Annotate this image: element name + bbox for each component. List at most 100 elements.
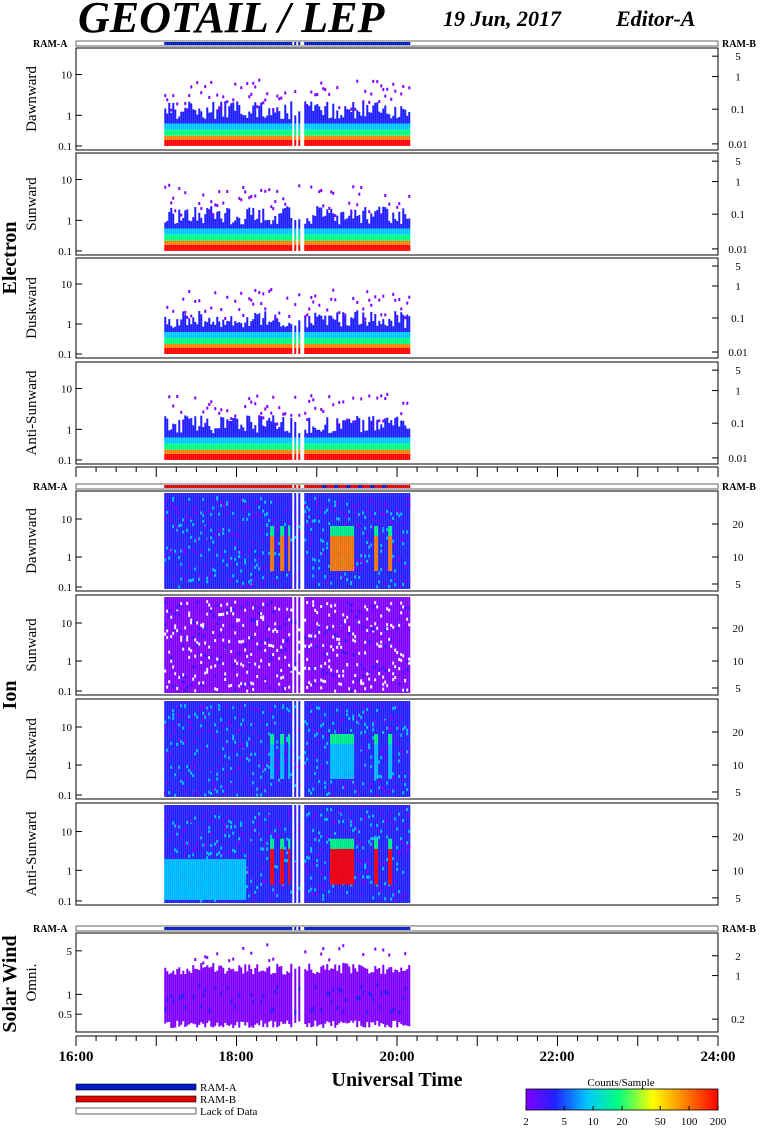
- spectrogram-cell: [242, 123, 245, 130]
- ram-bar-segment: [268, 42, 271, 45]
- spectrogram-cell: [322, 129, 325, 136]
- spectrogram-cell: [344, 348, 347, 354]
- spectrogram-cell: [184, 597, 187, 693]
- spectrogram-cell: [312, 110, 315, 124]
- spectrogram-cell: [218, 535, 221, 539]
- spectrogram-cell: [316, 129, 319, 136]
- spectrogram-cell: [334, 319, 337, 332]
- spectrogram-cell: [198, 577, 201, 581]
- spectrogram-cell: [376, 348, 379, 354]
- spectrogram-cell: [186, 348, 189, 354]
- spectrogram-cell: [188, 655, 191, 659]
- spectrogram-cell: [356, 110, 359, 124]
- spectrogram-cell: [226, 244, 229, 251]
- spectrogram-cell: [232, 344, 235, 348]
- spectrogram-cell: [398, 297, 401, 301]
- spectrogram-cell: [324, 106, 327, 124]
- spectrogram-cell: [306, 757, 309, 761]
- y2-tick-label: 5: [735, 156, 741, 168]
- spectrogram-cell: [272, 610, 275, 614]
- spectrogram-cell: [186, 228, 189, 235]
- spectrogram-cell: [324, 344, 327, 348]
- spectrogram-cell: [398, 348, 401, 354]
- spectrogram-cell: [346, 129, 349, 136]
- spectrogram-cell: [344, 313, 347, 317]
- spectrogram-cell: [388, 728, 391, 732]
- spectrogram-cell: [312, 332, 315, 338]
- spectrogram-cell: [216, 688, 219, 692]
- spectrogram-cell: [268, 139, 271, 146]
- spectrogram-cell: [326, 344, 329, 348]
- spectrogram-cell: [174, 773, 177, 777]
- spectrogram-cell: [382, 453, 385, 460]
- spectrogram-cell: [382, 88, 385, 92]
- spectrogram-cell: [400, 139, 403, 146]
- spectrogram-cell: [338, 244, 341, 251]
- spectrogram-cell: [166, 453, 169, 460]
- spectrogram-cell: [264, 98, 267, 102]
- spectrogram-cell: [352, 135, 355, 140]
- ram-bar-segment: [304, 485, 307, 488]
- spectrogram-cell: [276, 428, 279, 438]
- spectrogram-cell: [266, 443, 269, 450]
- spectrogram-cell: [272, 234, 275, 241]
- spectrogram-cell: [244, 332, 247, 338]
- spectrogram-cell: [362, 101, 365, 124]
- spectrogram-cell: [210, 123, 213, 130]
- spectrogram-cell: [256, 135, 259, 140]
- spectrogram-cell: [316, 706, 319, 710]
- spectrogram-cell: [378, 443, 381, 450]
- spectrogram-cell: [282, 417, 285, 438]
- y-tick-label: 1: [67, 760, 73, 772]
- spectrogram-cell: [358, 493, 361, 589]
- spectrogram-cell: [198, 574, 201, 578]
- spectrogram-cell: [290, 437, 293, 444]
- spectrogram-cell: [186, 443, 189, 450]
- spectrogram-cell: [212, 631, 215, 635]
- spectrogram-cell: [256, 338, 259, 344]
- spectrogram-cell: [298, 433, 301, 438]
- spectrogram-cell: [348, 632, 351, 636]
- spectrogram-cell: [320, 244, 323, 251]
- spectrogram-cell: [396, 726, 399, 730]
- spectrogram-cell: [212, 348, 215, 354]
- spectrogram-cell: [350, 422, 353, 438]
- ram-bar-segment: [242, 42, 245, 45]
- spectrogram-cell: [294, 510, 297, 514]
- spectrogram-cell: [170, 207, 173, 229]
- spectrogram-cell: [298, 671, 301, 675]
- spectrogram-cell: [384, 348, 387, 354]
- spectrogram-cell: [290, 608, 293, 612]
- spectrogram-cell: [200, 859, 203, 900]
- spectrogram-cell: [238, 766, 241, 770]
- spectrogram-cell: [198, 437, 201, 444]
- spectrogram-cell: [356, 234, 359, 241]
- spectrogram-cell: [294, 135, 297, 140]
- spectrogram-cell: [368, 338, 371, 344]
- spectrogram-cell: [200, 91, 203, 95]
- spectrogram-cell: [190, 621, 193, 625]
- spectrogram-cell: [286, 443, 289, 450]
- spectrogram-cell: [320, 315, 323, 332]
- spectrogram-cell: [318, 348, 321, 354]
- spectrogram-cell: [286, 344, 289, 348]
- spectrogram-cell: [200, 836, 203, 840]
- spectrogram-cell: [238, 743, 241, 747]
- spectrogram-cell: [336, 228, 339, 235]
- spectrogram-cell: [176, 437, 179, 444]
- spectrogram-cell: [374, 228, 377, 235]
- spectrogram-cell: [176, 443, 179, 450]
- spectrogram-cell: [236, 228, 239, 235]
- spectrogram-cell: [198, 135, 201, 140]
- spectrogram-cell: [224, 317, 227, 321]
- spectrogram-cell: [400, 348, 403, 354]
- ram-bar-segment: [210, 485, 213, 488]
- spectrogram-cell: [290, 417, 293, 438]
- spectrogram-cell: [384, 581, 387, 585]
- spectrogram-cell: [222, 95, 225, 99]
- spectrogram-cell: [408, 753, 411, 757]
- spectrogram-cell: [400, 733, 403, 737]
- spectrogram-cell: [308, 443, 311, 450]
- spectrogram-cell: [334, 689, 337, 693]
- spectrogram-cell: [186, 129, 189, 136]
